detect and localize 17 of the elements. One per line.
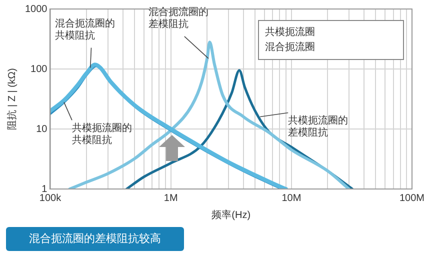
- y-tick-label: 100: [30, 64, 48, 75]
- annotation: 共模扼流圈的差模阻抗: [288, 114, 348, 138]
- x-axis-title: 频率(Hz): [212, 208, 251, 221]
- annotation: 混合扼流圈: [265, 40, 316, 55]
- y-tick-label: 10: [36, 124, 48, 135]
- y-tick-label: 1: [42, 184, 48, 195]
- annotation: 混合扼流圈的共模阻抗: [55, 17, 116, 42]
- y-axis-title: 阻抗 | Z | (kΩ): [6, 68, 18, 130]
- annotation: 共模扼流圈: [265, 26, 316, 40]
- text: 混合扼流圈的差模阻抗较高: [6, 227, 184, 251]
- note-box: 共模扼流圈 混合扼流圈: [258, 20, 404, 60]
- y-tick-label: 1000: [24, 4, 48, 15]
- x-tick-label: 100M: [399, 192, 425, 204]
- x-tick-label: 10M: [282, 192, 302, 204]
- x-tick-label: 100k: [39, 192, 62, 204]
- x-tick-label: 1M: [164, 192, 178, 204]
- annotation: 共模扼流圈的共模阻抗: [72, 122, 132, 146]
